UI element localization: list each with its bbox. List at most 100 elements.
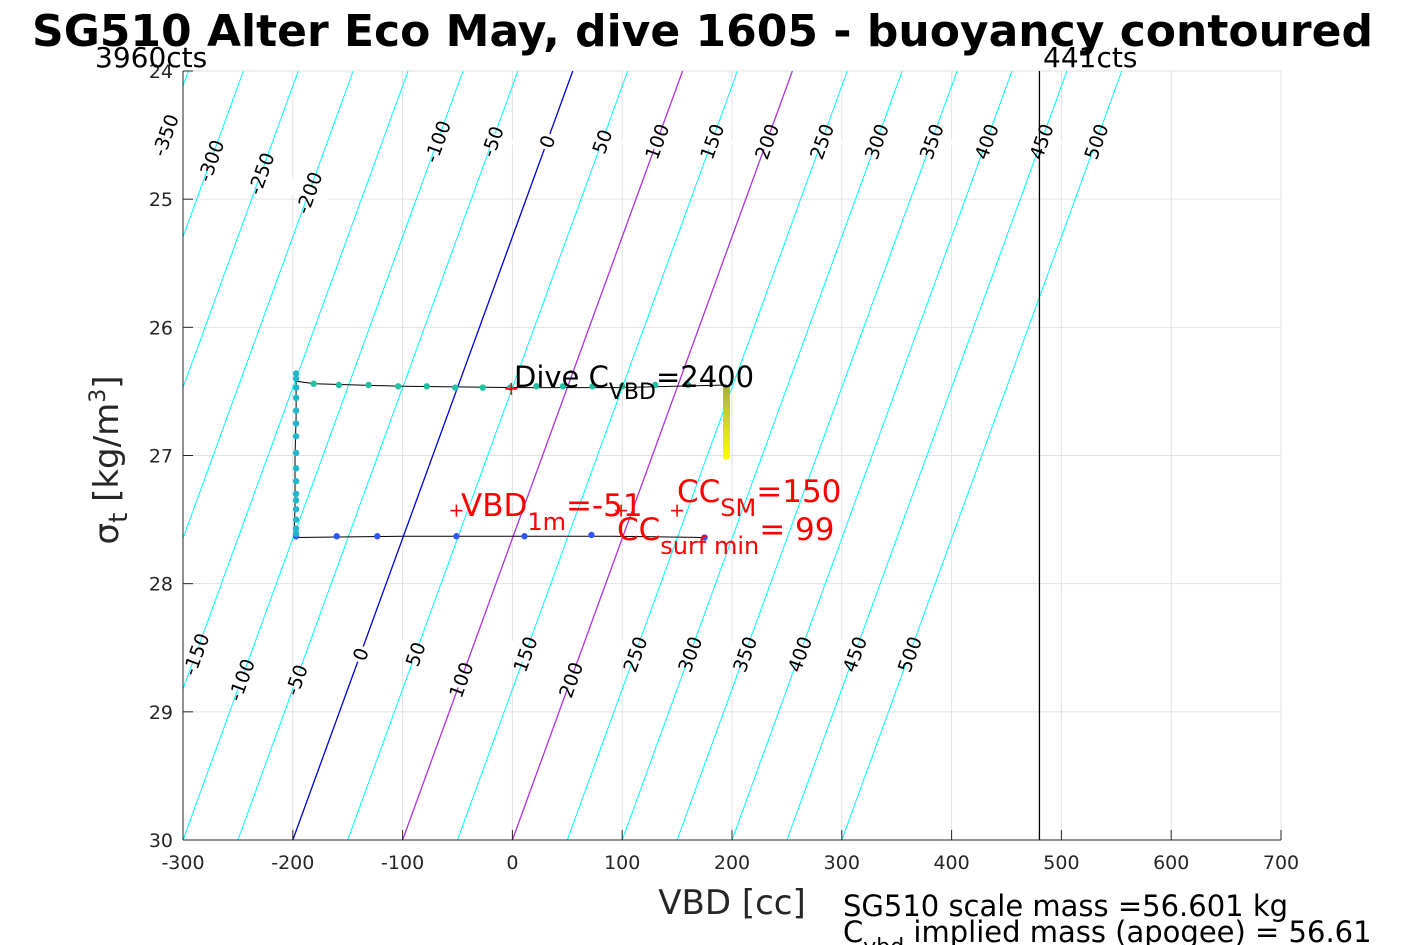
profile-point bbox=[292, 497, 300, 504]
profile-point bbox=[292, 490, 300, 498]
profile-point bbox=[292, 375, 300, 382]
contour-label-lower-bg bbox=[549, 665, 593, 695]
y-tick-label: 25 bbox=[149, 189, 173, 211]
y-tick-label: 29 bbox=[149, 702, 173, 724]
cc-surf-sub: surf min bbox=[660, 532, 759, 560]
profile-point bbox=[292, 477, 300, 485]
contour-label-lower-bg bbox=[274, 665, 318, 695]
cc-sm-annotation: CCSM=150 bbox=[677, 474, 841, 522]
implied-mass-text: Cvbd implied mass (apogee) = 56.61 bbox=[843, 915, 1372, 945]
profile-point bbox=[292, 516, 300, 523]
contour-line bbox=[786, 71, 1068, 840]
contour-label-upper-bg bbox=[470, 127, 514, 156]
profile-point bbox=[292, 384, 300, 391]
profile-point bbox=[374, 533, 381, 540]
profile-point bbox=[310, 380, 317, 387]
contour-label-upper-bg bbox=[800, 127, 844, 156]
contour-line bbox=[511, 71, 794, 840]
y-axis-label-sub: t bbox=[104, 513, 134, 523]
contour-label-upper-bg bbox=[580, 127, 624, 156]
profile-point bbox=[423, 383, 430, 390]
cc-surf-value: = 99 bbox=[759, 512, 834, 548]
contour-label-upper-bg bbox=[854, 127, 899, 156]
contour-label-lower-bg bbox=[833, 639, 877, 669]
profile-point bbox=[292, 465, 300, 472]
contour-label-lower-bg bbox=[723, 639, 767, 669]
contour-label-lower-bg bbox=[503, 639, 547, 669]
contour-label-lower-bg bbox=[219, 665, 263, 695]
profile-point bbox=[292, 525, 300, 532]
profile-point bbox=[292, 394, 300, 402]
contour-label-upper-bg bbox=[690, 127, 734, 156]
dive-cvbd-sub: VBD bbox=[609, 380, 656, 405]
cc-sm-sub: SM bbox=[720, 494, 756, 522]
contour-label-upper-bg bbox=[415, 127, 459, 156]
profile-point bbox=[521, 533, 528, 540]
x-tick-label: 100 bbox=[604, 852, 640, 874]
profile-point bbox=[292, 530, 300, 537]
profile-point bbox=[588, 531, 595, 539]
x-tick-label: 0 bbox=[506, 852, 518, 874]
y-tick-label: 24 bbox=[149, 61, 173, 83]
y-axis-label: σt [kg/m3] bbox=[86, 376, 134, 545]
marker-plus bbox=[450, 504, 463, 517]
marker-plus bbox=[505, 382, 518, 395]
dive-cvbd-main: Dive C bbox=[514, 360, 609, 394]
contour-line bbox=[237, 71, 519, 840]
x-tick-label: 200 bbox=[714, 852, 750, 874]
contour-line bbox=[566, 71, 848, 840]
x-tick-label: -200 bbox=[271, 852, 314, 874]
y-tick-label: 26 bbox=[149, 317, 173, 339]
y-axis-label-unit: [kg/m bbox=[87, 403, 127, 513]
dive-cvbd-value: =2400 bbox=[656, 360, 754, 394]
x-tick-label: -100 bbox=[381, 852, 424, 874]
contour-label-upper-bg bbox=[525, 127, 569, 156]
cc-surf-annotation: CCsurf min= 99 bbox=[617, 512, 835, 560]
y-axis-label-unit-close: ] bbox=[87, 376, 127, 389]
cc-sm-value: =150 bbox=[756, 474, 841, 510]
x-tick-label: 700 bbox=[1263, 852, 1299, 874]
contour-label-upper-bg bbox=[1019, 127, 1063, 156]
contour-label-lower-bg bbox=[778, 639, 822, 669]
contour-line bbox=[401, 71, 684, 840]
dive-cvbd-annotation: Dive CVBD=2400 bbox=[514, 360, 754, 405]
marker-plus bbox=[671, 504, 684, 517]
contour-label-upper-bg bbox=[143, 120, 187, 150]
contour-line bbox=[676, 71, 958, 840]
profile-point bbox=[292, 420, 300, 427]
contour-label-upper-bg bbox=[1074, 127, 1118, 156]
chart-title: SG510 Alter Eco May, dive 1605 - buoyanc… bbox=[32, 6, 1373, 57]
y-tick-label: 30 bbox=[149, 830, 173, 852]
grid bbox=[182, 70, 1282, 841]
x-axis-label: VBD [cc] bbox=[658, 883, 806, 923]
contour-line bbox=[621, 71, 903, 840]
implied-mass-value: implied mass (apogee) = 56.61 bbox=[904, 915, 1371, 945]
contour-label-lower-bg bbox=[613, 639, 657, 669]
contour-label-upper-bg bbox=[635, 127, 679, 156]
contour-label-lower-bg bbox=[887, 639, 931, 669]
top-right-count: 441cts bbox=[1043, 41, 1137, 74]
profile-point bbox=[292, 506, 300, 513]
x-tick-label: 500 bbox=[1043, 852, 1079, 874]
y-tick-label: 28 bbox=[149, 574, 173, 596]
y-axis-label-unit-exp: 3 bbox=[86, 389, 111, 403]
contour-line bbox=[183, 71, 464, 840]
contour-line bbox=[183, 71, 244, 239]
vbd-1m-sub: 1m bbox=[527, 508, 566, 536]
marker-plus bbox=[615, 504, 628, 517]
vbd-1m-main: VBD bbox=[461, 488, 527, 524]
profile-point bbox=[292, 407, 300, 414]
profile-point bbox=[589, 383, 596, 390]
cc-surf-main: CC bbox=[617, 512, 660, 548]
contour-line bbox=[731, 71, 1013, 840]
profile-point bbox=[651, 381, 659, 389]
profile-point bbox=[335, 381, 343, 389]
contour-label-upper-bg bbox=[287, 178, 331, 208]
profile-point bbox=[292, 370, 300, 377]
profile-point bbox=[365, 381, 372, 389]
profile-point bbox=[479, 384, 486, 391]
profile-point bbox=[559, 383, 567, 390]
contour-line bbox=[0, 71, 24, 840]
contour-label-upper-bg bbox=[909, 127, 953, 156]
